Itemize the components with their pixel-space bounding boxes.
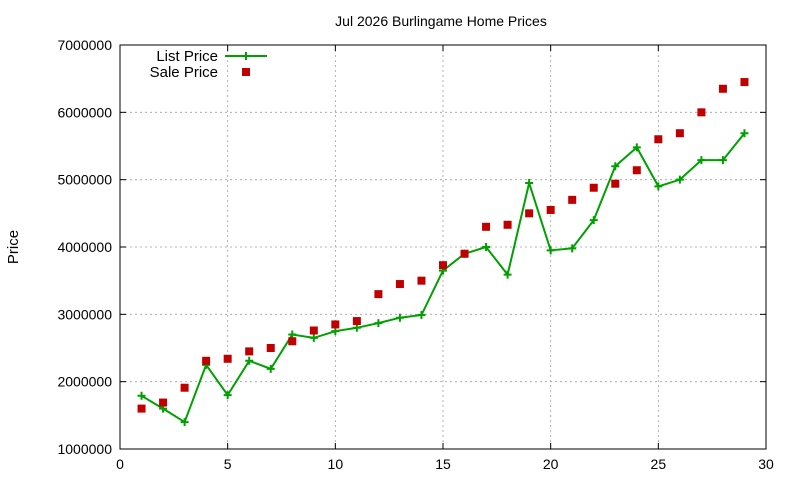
x-tick-label: 0 bbox=[116, 456, 124, 472]
sale-price-point bbox=[202, 356, 211, 365]
series-layer bbox=[137, 78, 749, 427]
sale-price-point bbox=[460, 249, 469, 258]
list-price-point bbox=[568, 244, 577, 253]
sale-price-point bbox=[331, 320, 340, 329]
sale-price-point bbox=[675, 129, 684, 138]
y-axis-label: Price bbox=[5, 230, 22, 264]
sale-price-point bbox=[632, 166, 641, 175]
list-price-point bbox=[395, 313, 404, 322]
sale-price-point bbox=[352, 317, 361, 326]
sale-price-point bbox=[503, 220, 512, 229]
list-price-point bbox=[697, 156, 706, 165]
sale-price-point bbox=[740, 78, 749, 87]
list-price-point bbox=[718, 156, 727, 165]
sale-price-point bbox=[611, 179, 620, 188]
legend-label: List Price bbox=[156, 48, 218, 65]
sale-price-point bbox=[697, 108, 706, 117]
grid bbox=[120, 45, 766, 449]
sale-price-point bbox=[395, 280, 404, 289]
x-tick-label: 25 bbox=[651, 456, 667, 472]
list-price-point bbox=[740, 129, 749, 138]
list-price-point bbox=[482, 243, 491, 251]
list-price-point bbox=[352, 323, 361, 332]
list-price-point bbox=[675, 175, 684, 184]
sale-price-point bbox=[245, 347, 254, 356]
sale-price-point bbox=[288, 337, 297, 346]
sale-price-point bbox=[589, 183, 598, 192]
list-price-point bbox=[525, 179, 534, 188]
sale-price-point bbox=[223, 354, 232, 363]
x-tick-label: 20 bbox=[543, 456, 559, 472]
chart-title: Jul 2026 Burlingame Home Prices bbox=[335, 13, 547, 29]
list-price-point bbox=[223, 391, 232, 400]
sale-price-point bbox=[309, 326, 318, 335]
list-price-point bbox=[331, 327, 340, 336]
sale-price-point bbox=[546, 205, 555, 214]
list-price-point bbox=[611, 162, 620, 171]
list-price-point bbox=[288, 330, 297, 339]
sale-price-point bbox=[718, 84, 727, 93]
list-price-point bbox=[417, 311, 426, 320]
x-tick-label: 10 bbox=[328, 456, 344, 472]
legend-label: Sale Price bbox=[150, 64, 218, 81]
legend-swatch-marker bbox=[242, 68, 250, 76]
sale-price-point bbox=[439, 261, 447, 270]
list-price-point bbox=[266, 364, 275, 373]
y-tick-labels: 1000000 2000000 3000000 4000000 5000000 60000… bbox=[57, 37, 112, 457]
y-tick-label: 4000000 bbox=[57, 239, 112, 255]
sale-price-point bbox=[482, 222, 491, 231]
sale-price-point bbox=[568, 195, 577, 204]
series-list-price bbox=[137, 129, 749, 427]
sale-price-point bbox=[654, 135, 663, 144]
y-tick-label: 6000000 bbox=[57, 104, 112, 120]
list-price-point bbox=[546, 246, 555, 255]
y-tick-label: 5000000 bbox=[57, 172, 112, 188]
list-price-point bbox=[589, 216, 598, 225]
y-tick-label: 1000000 bbox=[57, 441, 112, 457]
list-price-point bbox=[245, 356, 254, 365]
sale-price-point bbox=[180, 383, 189, 392]
y-tick-label: 2000000 bbox=[57, 374, 112, 390]
list-price-point bbox=[632, 143, 641, 152]
x-tick-label: 30 bbox=[758, 456, 774, 472]
series-sale-price bbox=[137, 78, 749, 413]
x-tick-label: 5 bbox=[224, 456, 232, 472]
x-tick-labels: 0 5 10 15 20 25 30 bbox=[116, 456, 774, 472]
list-price-point bbox=[137, 391, 146, 400]
y-tick-label: 3000000 bbox=[57, 306, 112, 322]
sale-price-point bbox=[525, 209, 534, 218]
legend-swatch-marker bbox=[242, 52, 250, 60]
sale-price-point bbox=[374, 290, 383, 299]
x-tick-label: 15 bbox=[435, 456, 451, 472]
list-price-point bbox=[180, 418, 189, 427]
y-tick-label: 7000000 bbox=[57, 37, 112, 53]
list-price-point bbox=[503, 270, 512, 279]
sale-price-point bbox=[137, 404, 146, 413]
list-price-point bbox=[374, 319, 383, 328]
sale-price-point bbox=[159, 398, 168, 407]
list-price-point bbox=[309, 333, 318, 342]
sale-price-point bbox=[417, 276, 426, 285]
ticks bbox=[119, 44, 767, 450]
list-price-point bbox=[654, 182, 663, 191]
sale-price-point bbox=[266, 344, 275, 352]
